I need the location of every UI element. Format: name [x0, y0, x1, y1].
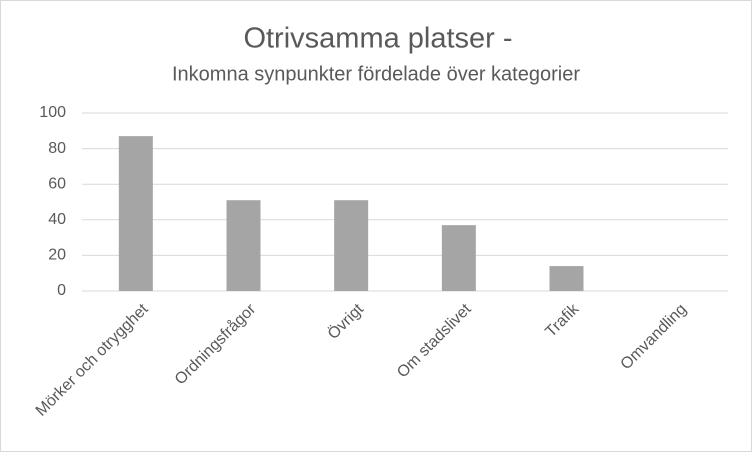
chart-subtitle: Inkomna synpunkter fördelade över katego… [172, 63, 580, 85]
y-tick-label: 20 [48, 247, 66, 264]
chart-title: Otrivsamma platser - [243, 23, 512, 55]
bar [441, 225, 476, 291]
y-tick-label: 80 [48, 140, 66, 157]
y-tick-label: 40 [48, 211, 66, 228]
y-tick-label: 100 [39, 104, 66, 121]
bar [226, 200, 261, 291]
bar [334, 200, 369, 291]
y-tick-label: 0 [57, 282, 66, 299]
bar [549, 266, 584, 291]
bar [118, 136, 153, 291]
y-tick-label: 60 [48, 175, 66, 192]
